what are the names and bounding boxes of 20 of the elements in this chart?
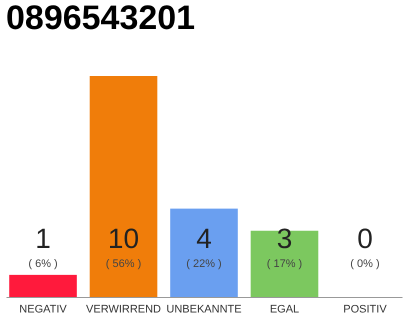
data-label: 0: [357, 223, 373, 254]
x-tick-label: EGAL: [270, 304, 300, 316]
annotation: ( 0% ): [350, 258, 380, 270]
annotation: ( 6% ): [28, 258, 58, 270]
data-label: 3: [276, 223, 292, 254]
data-label: 4: [196, 223, 212, 254]
bar: [250, 230, 318, 297]
x-tick-label: POSITIV: [343, 304, 388, 316]
x-tick-label: UNBEKANNTE: [166, 304, 242, 316]
annotation: ( 17% ): [266, 258, 302, 270]
chart-title: 0896543201: [6, 0, 196, 37]
data-label: 10: [108, 223, 140, 254]
x-tick-label: VERWIRREND: [86, 304, 162, 316]
bar: [9, 274, 77, 297]
annotation: ( 56% ): [106, 258, 142, 270]
bar: [90, 76, 158, 297]
annotation: ( 22% ): [186, 258, 222, 270]
x-tick-label: NEGATIV: [19, 304, 68, 316]
data-label: 1: [35, 223, 51, 254]
bar: [170, 208, 238, 297]
